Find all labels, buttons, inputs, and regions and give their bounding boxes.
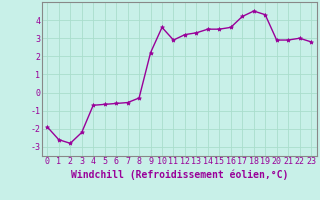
X-axis label: Windchill (Refroidissement éolien,°C): Windchill (Refroidissement éolien,°C) xyxy=(70,169,288,180)
